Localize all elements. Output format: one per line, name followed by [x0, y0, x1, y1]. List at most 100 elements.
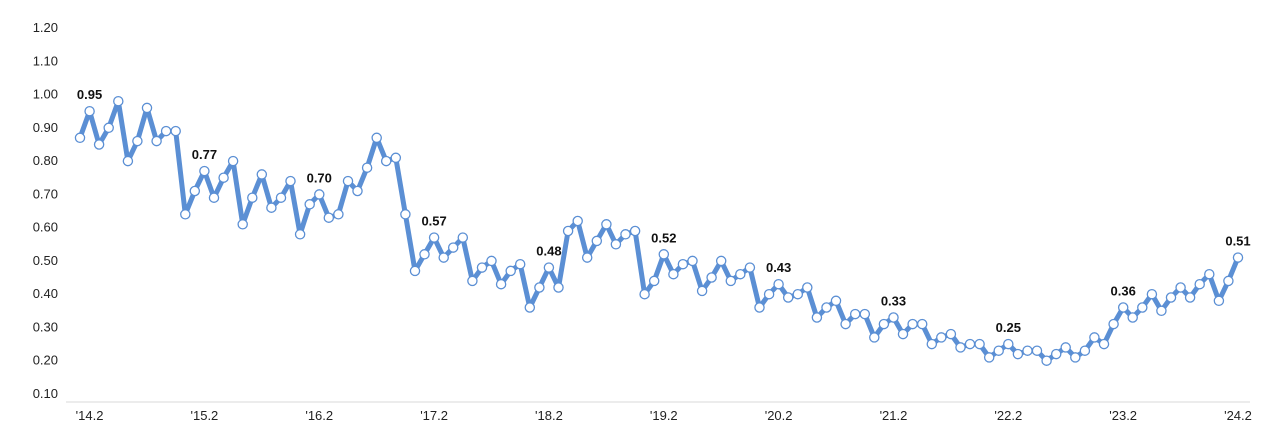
- data-label: 0.25: [996, 320, 1021, 335]
- data-point: [859, 308, 871, 320]
- data-point: [266, 202, 277, 213]
- data-point: [993, 345, 1004, 356]
- data-point: [237, 219, 248, 230]
- data-point: [227, 155, 239, 167]
- data-point: [84, 105, 95, 117]
- data-point: [1070, 352, 1081, 363]
- data-point: [428, 232, 440, 243]
- data-point: [773, 278, 784, 290]
- data-point: [534, 282, 545, 293]
- data-point: [658, 249, 670, 260]
- data-point: [1117, 302, 1129, 313]
- x-tick-label: '14.2: [76, 408, 104, 423]
- data-point: [352, 185, 363, 197]
- data-point: [916, 318, 928, 330]
- data-point: [869, 332, 880, 343]
- data-point: [601, 219, 612, 230]
- data-label: 0.95: [77, 87, 102, 102]
- data-point: [629, 225, 641, 237]
- data-point: [285, 175, 296, 187]
- data-point: [888, 312, 899, 323]
- data-label: 0.52: [651, 230, 676, 245]
- data-label: 0.43: [766, 260, 791, 275]
- data-point: [93, 139, 105, 150]
- data-point: [620, 229, 631, 240]
- data-point: [1137, 302, 1148, 313]
- data-point: [467, 275, 478, 287]
- y-axis-ticks: 1.20 1.10 1.00 0.90 0.80 0.70 0.60 0.50 0.40 0.30…: [33, 20, 58, 401]
- data-point: [811, 312, 823, 323]
- data-point: [457, 232, 469, 243]
- y-tick-label: 0.10: [33, 386, 58, 401]
- data-point: [400, 209, 411, 220]
- data-point: [1232, 252, 1244, 263]
- data-point: [1098, 338, 1110, 350]
- data-point: [275, 192, 287, 203]
- data-point: [849, 308, 861, 320]
- data-point: [964, 338, 976, 350]
- data-point: [180, 209, 191, 220]
- data-point: [610, 239, 622, 250]
- data-point: [668, 268, 679, 280]
- series-markers: [74, 95, 1244, 366]
- data-point: [1079, 345, 1091, 356]
- data-point: [1175, 282, 1186, 293]
- data-point: [687, 255, 698, 267]
- x-tick-label: '21.2: [880, 408, 908, 423]
- data-label: 0.33: [881, 293, 906, 308]
- data-label: 0.36: [1111, 283, 1136, 298]
- data-point: [725, 275, 737, 287]
- data-point: [677, 258, 689, 270]
- data-point: [562, 225, 574, 237]
- data-label: 0.70: [307, 170, 332, 185]
- x-tick-label: '15.2: [191, 408, 219, 423]
- data-point: [1146, 288, 1158, 300]
- x-tick-label: '17.2: [420, 408, 448, 423]
- data-point: [314, 189, 325, 200]
- data-point: [380, 155, 392, 167]
- data-point: [1213, 295, 1225, 307]
- data-point: [754, 302, 765, 313]
- data-point: [1060, 342, 1071, 353]
- x-tick-label: '18.2: [535, 408, 563, 423]
- data-point: [715, 255, 727, 267]
- data-point: [419, 249, 430, 260]
- x-tick-label: '23.2: [1109, 408, 1137, 423]
- data-label: 0.57: [421, 214, 446, 229]
- data-point: [514, 258, 526, 270]
- data-point: [113, 95, 124, 107]
- data-point: [103, 122, 114, 134]
- data-point: [696, 285, 708, 297]
- data-point: [897, 328, 909, 340]
- data-point: [744, 262, 756, 273]
- data-point: [945, 328, 957, 340]
- y-tick-label: 0.40: [33, 286, 58, 301]
- x-tick-label: '24.2: [1224, 408, 1252, 423]
- data-point: [132, 135, 143, 147]
- data-point: [974, 338, 985, 350]
- data-point: [247, 192, 258, 203]
- data-point: [706, 272, 717, 283]
- data-point: [486, 255, 497, 267]
- data-point: [342, 175, 354, 187]
- y-tick-label: 1.10: [33, 53, 58, 68]
- data-point: [495, 278, 507, 290]
- data-point: [878, 318, 890, 330]
- data-point: [840, 318, 851, 330]
- data-point: [1156, 305, 1167, 317]
- data-point: [1108, 318, 1119, 330]
- data-point: [1012, 348, 1024, 360]
- data-point: [802, 282, 813, 293]
- data-label: 0.51: [1225, 234, 1250, 249]
- data-point: [390, 152, 402, 164]
- data-point: [333, 209, 344, 220]
- data-point: [122, 155, 134, 167]
- data-point: [735, 268, 746, 280]
- data-point: [1223, 275, 1234, 287]
- data-point: [447, 242, 459, 253]
- data-point: [199, 165, 210, 177]
- y-tick-label: 0.30: [33, 319, 58, 334]
- data-point: [170, 125, 181, 137]
- x-axis-ticks: '14.2 '15.2 '16.2 '17.2 '18.2 '19.2 '20.2 '21.2…: [76, 408, 1252, 423]
- data-point: [218, 172, 229, 183]
